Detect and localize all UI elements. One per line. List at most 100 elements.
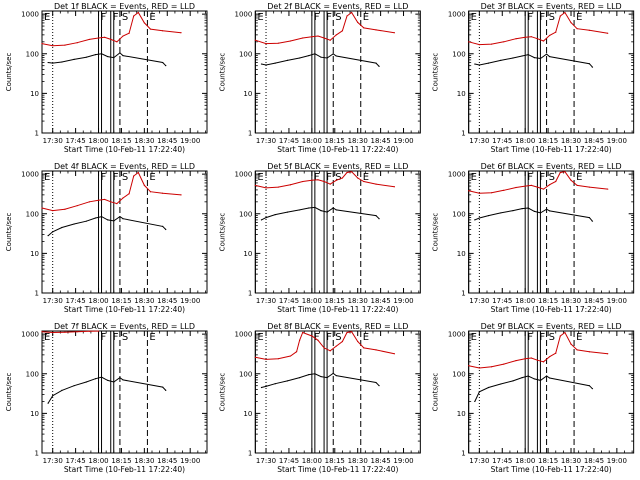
y-tick-label: 10 — [30, 90, 39, 98]
flag-marker-label: F — [314, 172, 320, 183]
series-point — [378, 218, 380, 220]
chart-panel: Det 7f BLACK = Events, RED = LLD 1 10 100 10… — [5, 322, 208, 474]
series-point — [277, 42, 279, 44]
series-point — [500, 59, 502, 61]
series-point — [530, 357, 532, 359]
series-point — [335, 374, 337, 377]
x-tick-label: 19:00 — [180, 137, 200, 145]
series-point — [474, 63, 476, 65]
series-point — [149, 28, 152, 30]
events-series-line — [47, 215, 167, 237]
y-tick-label: 1 — [461, 450, 465, 458]
series-point — [559, 15, 561, 17]
series-point — [113, 381, 115, 383]
lld-series-line — [255, 331, 395, 360]
series-point — [100, 53, 103, 55]
series-point — [302, 331, 304, 334]
series-point — [165, 228, 167, 231]
series-point — [97, 199, 100, 201]
series-point — [503, 41, 505, 43]
y-tick-label: 1000 — [448, 331, 466, 339]
flag-marker-label: S — [122, 172, 128, 183]
lld-series-line — [255, 171, 395, 189]
series-point — [107, 219, 109, 221]
flag-marker-label: S — [335, 332, 341, 343]
series-point — [549, 356, 551, 358]
series-point — [490, 366, 493, 368]
y-axis-label: Counts/sec — [432, 53, 440, 92]
flag-marker-label: F — [101, 332, 107, 343]
series-point — [487, 62, 490, 64]
series-point — [299, 209, 301, 211]
series-point — [97, 37, 100, 39]
y-tick-label: 100 — [239, 210, 252, 218]
series-point — [515, 38, 517, 40]
series-point — [137, 171, 139, 174]
x-tick-label: 19:00 — [607, 137, 627, 145]
series-point — [350, 331, 353, 333]
series-point — [549, 34, 551, 37]
series-point — [73, 223, 75, 225]
x-tick-label: 17:30 — [256, 137, 276, 145]
lld-series-line — [41, 330, 99, 334]
series-point — [320, 210, 322, 212]
series-point — [323, 180, 325, 183]
series-point — [100, 215, 103, 218]
series-point — [162, 192, 164, 194]
x-tick-label: 18:00 — [88, 137, 108, 145]
series-point — [180, 32, 182, 34]
series-point — [576, 184, 578, 186]
x-tick-label: 18:00 — [302, 297, 322, 305]
flag-marker-label: E — [363, 332, 369, 343]
series-point — [363, 27, 365, 29]
x-tick-label: 18:15 — [325, 297, 345, 305]
series-point — [555, 180, 557, 183]
x-tick-label: 18:00 — [88, 297, 108, 305]
flag-marker-label: E — [471, 172, 477, 183]
x-tick-label: 17:30 — [43, 137, 63, 145]
series-point — [116, 203, 118, 205]
series-point — [588, 216, 590, 219]
series-point — [116, 41, 118, 43]
series-point — [375, 214, 377, 217]
series-point — [468, 190, 470, 192]
series-point — [533, 56, 535, 59]
y-axis-label: Counts/sec — [5, 373, 13, 412]
series-point — [73, 385, 75, 387]
series-point — [308, 207, 310, 209]
flag-marker-label: E — [257, 172, 263, 183]
series-point — [308, 374, 310, 376]
series-point — [607, 353, 609, 355]
plot-frame — [468, 170, 635, 294]
flag-marker-label: F — [527, 12, 533, 23]
y-tick-label: 10 — [30, 250, 39, 258]
series-point — [64, 44, 66, 46]
series-point — [41, 207, 43, 209]
flag-marker-label: E — [44, 12, 50, 23]
series-point — [478, 391, 480, 393]
series-point — [570, 343, 572, 345]
y-tick-label: 10 — [30, 410, 39, 418]
x-tick-label: 19:00 — [180, 457, 200, 465]
series-point — [335, 345, 337, 347]
series-point — [564, 171, 566, 173]
series-point — [274, 62, 276, 64]
series-point — [332, 207, 334, 209]
x-tick-label: 17:45 — [279, 457, 299, 465]
series-point — [329, 183, 331, 185]
chart-panel: Det 8f BLACK = Events, RED = LLD 1 10 100 10… — [218, 322, 421, 474]
series-point — [137, 11, 139, 14]
series-point — [143, 184, 145, 186]
x-tick-label: 19:00 — [393, 137, 413, 145]
series-point — [265, 187, 267, 189]
chart-title: Det 3f BLACK = Events, RED = LLD — [481, 2, 622, 11]
series-point — [320, 375, 322, 378]
series-point — [527, 54, 529, 56]
series-point — [490, 43, 493, 45]
x-tick-label: 18:30 — [134, 297, 154, 305]
x-tick-label: 18:30 — [134, 457, 154, 465]
series-point — [591, 388, 594, 390]
series-point — [265, 216, 267, 219]
flag-marker-label: S — [122, 332, 128, 343]
series-point — [607, 32, 609, 34]
